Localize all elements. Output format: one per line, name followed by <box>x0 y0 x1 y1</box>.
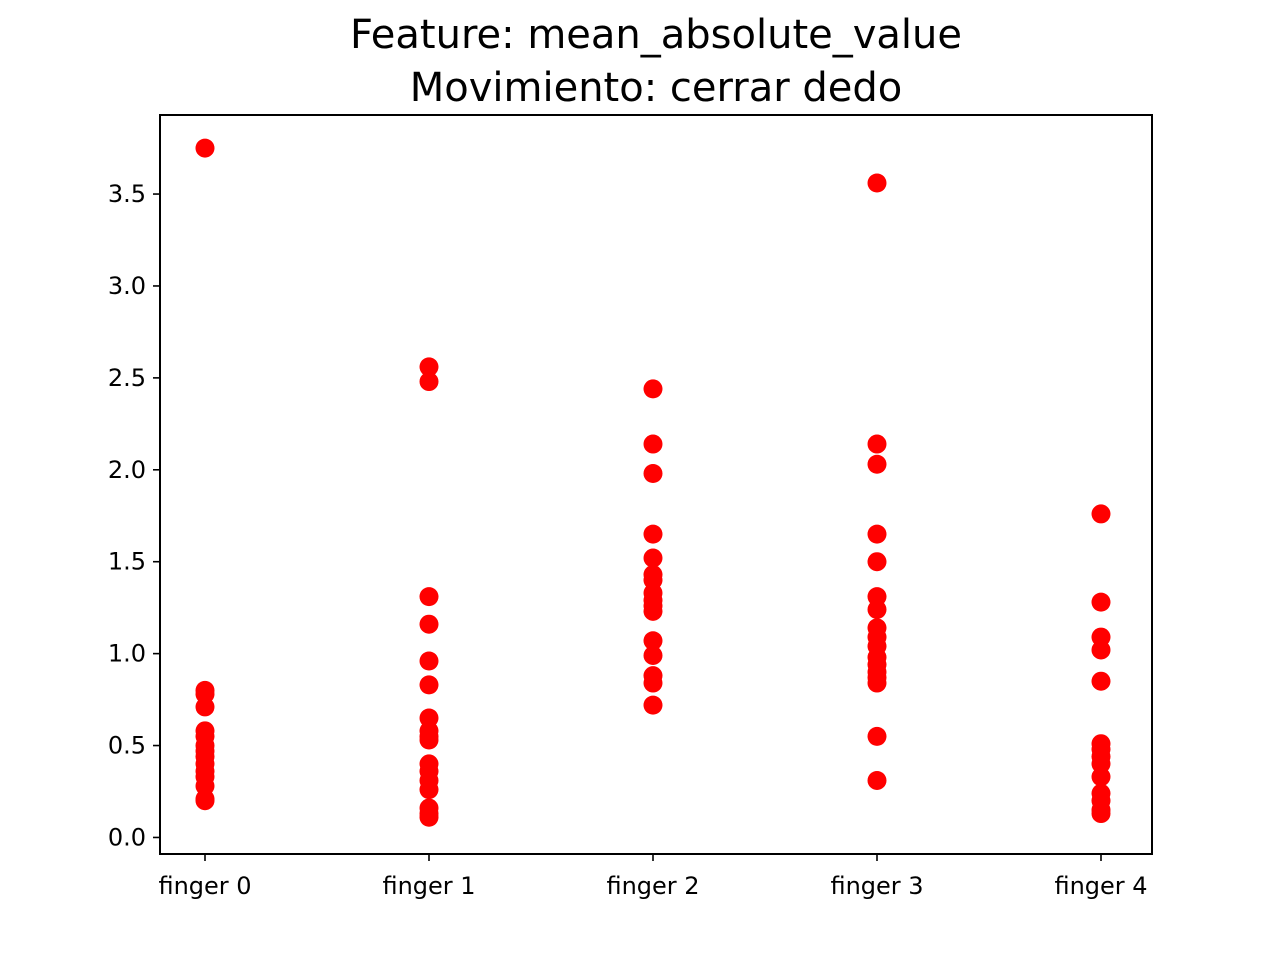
data-point <box>419 651 439 671</box>
data-point <box>419 357 439 377</box>
data-point <box>643 434 663 454</box>
y-tick-label: 0.5 <box>108 732 146 760</box>
data-point <box>419 372 439 392</box>
data-point <box>643 631 663 651</box>
data-point <box>1091 804 1111 824</box>
x-axis: finger 0 finger 1 finger 2 finger 3 finger 4 <box>158 854 1148 900</box>
data-point <box>419 614 439 634</box>
x-tick-label: finger 1 <box>382 872 475 900</box>
data-point <box>195 138 215 158</box>
y-tick-label: 2.0 <box>108 456 146 484</box>
data-point <box>867 173 887 193</box>
data-point <box>643 673 663 693</box>
data-point <box>419 587 439 607</box>
data-point <box>419 675 439 695</box>
data-point <box>1091 671 1111 691</box>
data-point <box>867 454 887 474</box>
data-point <box>1091 640 1111 660</box>
x-tick-label: finger 0 <box>158 872 251 900</box>
chart-title: Feature: mean_absolute_value <box>350 12 962 58</box>
data-point <box>643 645 663 665</box>
y-tick-label: 1.0 <box>108 640 146 668</box>
data-point <box>1091 504 1111 524</box>
x-tick-label: finger 2 <box>606 872 699 900</box>
y-tick-label: 1.5 <box>108 548 146 576</box>
data-point <box>867 726 887 746</box>
data-point <box>867 524 887 544</box>
y-tick-label: 2.5 <box>108 364 146 392</box>
data-point <box>643 548 663 568</box>
y-tick-label: 3.5 <box>108 180 146 208</box>
data-point <box>643 379 663 399</box>
y-tick-label: 0.0 <box>108 823 146 851</box>
data-point <box>419 780 439 800</box>
data-point <box>643 601 663 621</box>
x-tick-label: finger 4 <box>1054 872 1147 900</box>
data-point <box>643 695 663 715</box>
data-point <box>867 552 887 572</box>
data-point <box>195 791 215 811</box>
y-axis: 0.0 0.5 1.0 1.5 2.0 2.5 3.0 3.5 <box>108 180 160 851</box>
data-point <box>867 673 887 693</box>
data-point <box>867 600 887 620</box>
data-points <box>195 138 1111 827</box>
data-point <box>867 770 887 790</box>
chart-subtitle: Movimiento: cerrar dedo <box>410 65 902 111</box>
data-point <box>1091 592 1111 612</box>
x-tick-label: finger 3 <box>830 872 923 900</box>
data-point <box>419 807 439 827</box>
data-point <box>643 463 663 483</box>
data-point <box>419 730 439 750</box>
y-tick-label: 3.0 <box>108 272 146 300</box>
plot-area-frame <box>159 114 1153 855</box>
data-point <box>867 434 887 454</box>
data-point <box>1091 767 1111 787</box>
data-point <box>643 524 663 544</box>
data-point <box>195 697 215 717</box>
